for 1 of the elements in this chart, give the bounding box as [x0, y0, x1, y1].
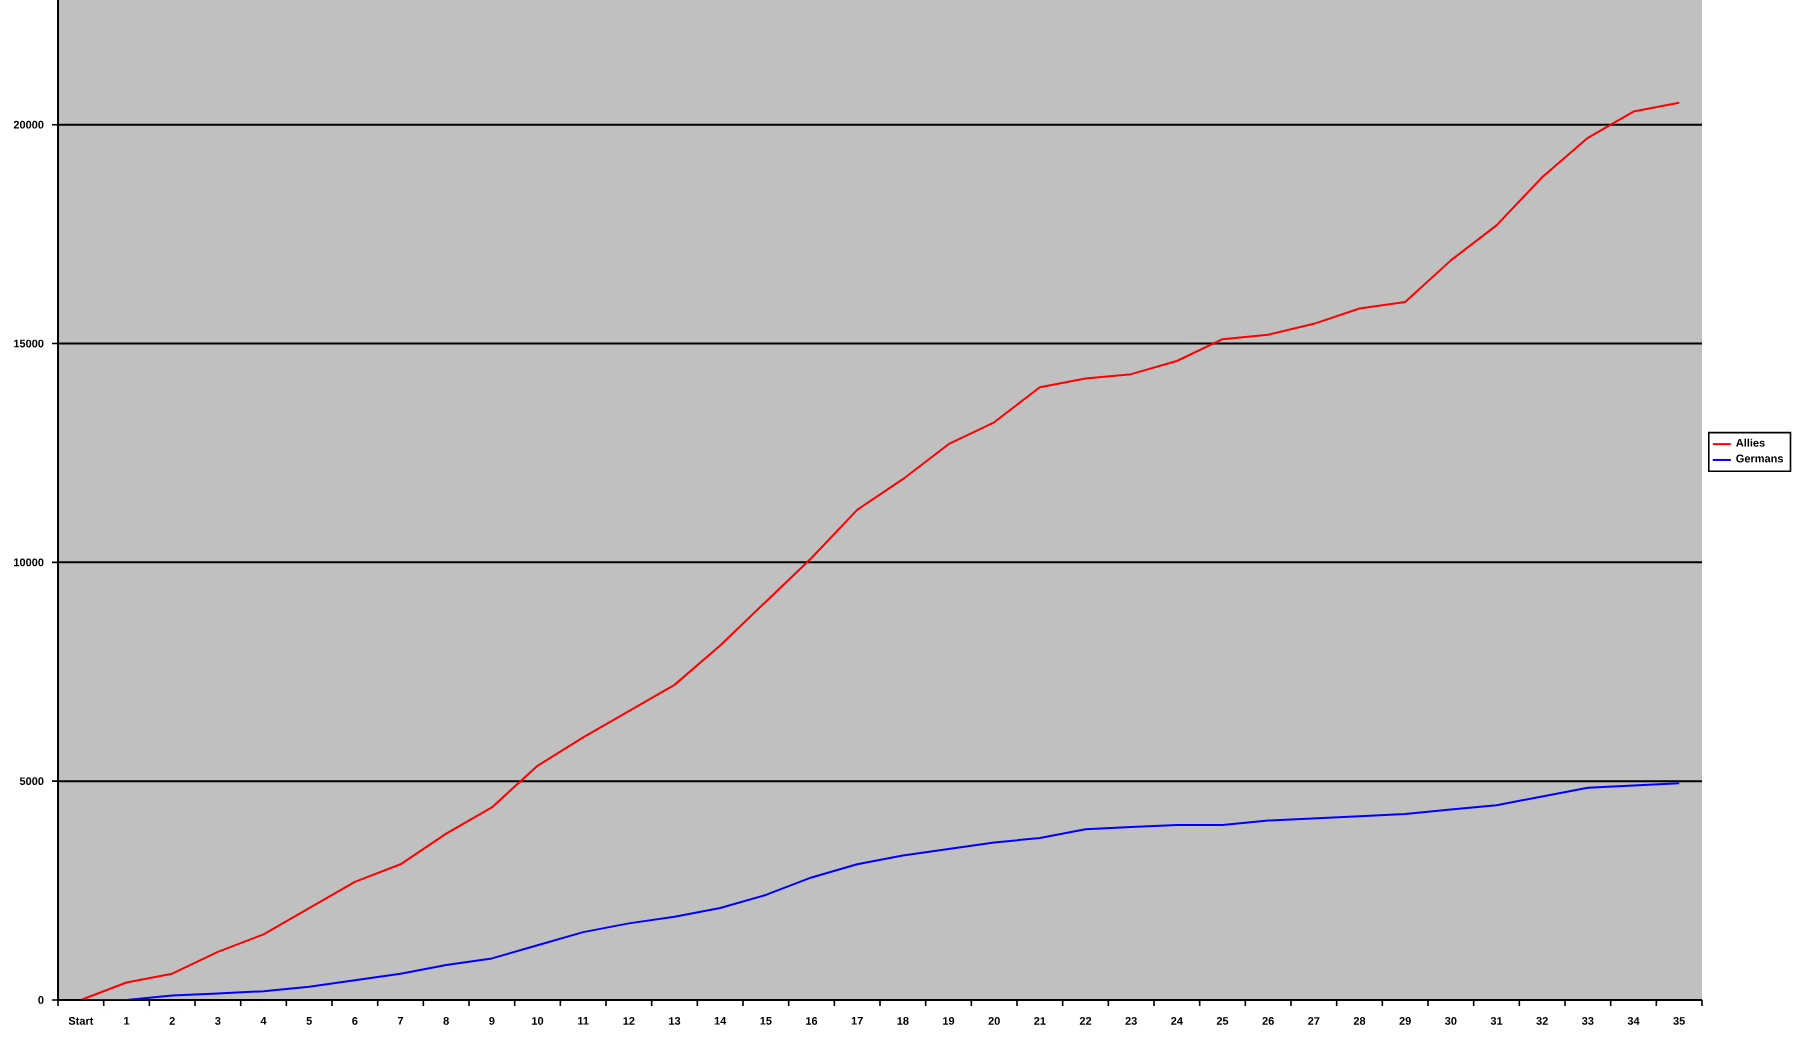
line-series — [79, 101, 1681, 1000]
